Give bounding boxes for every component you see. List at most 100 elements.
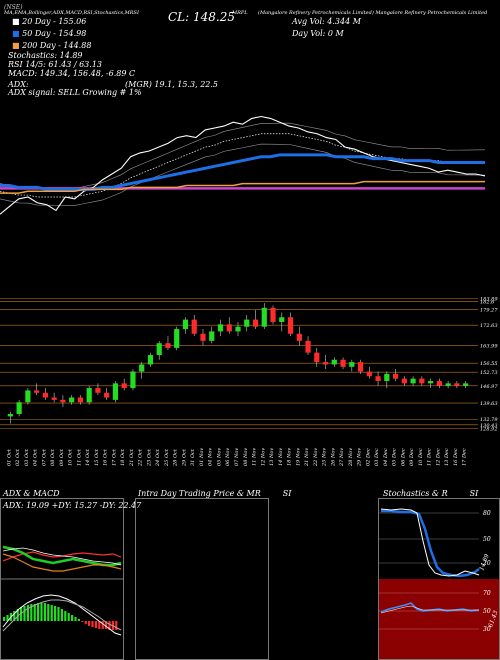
stoch-label: Stochastics: 14.89	[8, 51, 83, 60]
macd-bar	[30, 604, 33, 621]
macd-bar	[54, 606, 57, 621]
price-tick-1: 182.6	[480, 300, 495, 306]
adx-readout: ADX: 19.09 +DY: 15.27 -DY: 22.47	[3, 501, 142, 510]
date-tick-16: 23 Oct	[146, 448, 152, 467]
candle-body	[86, 388, 92, 403]
date-tick-50: 13 Dec	[444, 448, 450, 466]
adx-macd-panel: ADX: 19.09 +DY: 15.27 -DY: 22.47	[0, 498, 141, 660]
macd-label: MACD: 149.34, 156.48, -6.89 C	[8, 69, 136, 78]
price-tick-3: 172.63	[480, 323, 498, 329]
date-tick-19: 28 Oct	[173, 448, 179, 467]
candle-body	[130, 371, 136, 389]
ma20-bullet: ■	[12, 17, 23, 26]
price-tick-11: 128.92	[480, 426, 498, 432]
candle-body	[384, 373, 390, 381]
date-tick-23: 04 Nov	[208, 448, 214, 466]
date-tick-45: 06 Dec	[400, 448, 406, 466]
candle-body	[463, 383, 469, 386]
candle-body	[121, 383, 127, 389]
date-tick-1: 02 Oct	[15, 448, 21, 466]
price-tick-8: 139.63	[480, 401, 498, 407]
adx-label: ADX:	[8, 80, 29, 89]
date-tick-44: 05 Dec	[392, 448, 398, 466]
date-tick-4: 07 Oct	[41, 448, 47, 466]
candle-body	[436, 380, 442, 386]
macd-bar	[26, 605, 29, 621]
ma50-label: ■ 50 Day - 154.98	[12, 29, 87, 38]
rsi-tick-50: 50	[483, 608, 491, 615]
close-price: CL: 148.25	[168, 10, 235, 24]
candle-body	[42, 392, 48, 398]
stoch-d-line	[381, 509, 480, 578]
candle-body	[244, 319, 250, 327]
date-tick-21: 31 Oct	[190, 448, 196, 466]
date-tick-51: 16 Dec	[453, 448, 459, 466]
macd-bar	[60, 609, 63, 621]
candle-body	[357, 362, 364, 372]
macd-bar	[23, 606, 26, 621]
price-tick-4: 163.99	[480, 344, 498, 350]
macd-bar	[37, 603, 40, 621]
price-tick-9: 132.79	[480, 417, 498, 423]
date-tick-7: 10 Oct	[68, 448, 74, 466]
candle-body	[51, 397, 57, 400]
series-20-day	[0, 133, 485, 198]
date-tick-30: 13 Nov	[269, 448, 275, 466]
macd-bar	[84, 621, 87, 624]
candle-body	[139, 364, 145, 372]
candle-body	[331, 359, 337, 365]
stoch-tick-20: 20	[482, 560, 491, 567]
candle-body	[419, 378, 425, 384]
candle-body	[77, 397, 84, 403]
date-tick-48: 11 Dec	[427, 448, 433, 466]
candle-body	[217, 324, 224, 332]
date-tick-15: 22 Oct	[138, 448, 144, 467]
candle-body	[235, 326, 241, 332]
macd-line	[2, 594, 122, 636]
candle-body	[296, 333, 302, 341]
stoch-rsi-panel: 80 50 20 14.89 70 50 30 61.43	[378, 498, 500, 660]
macd-bar	[33, 604, 36, 621]
date-tick-34: 21 Nov	[304, 448, 310, 467]
adx-values: (MGR) 19.1, 15.3, 22.5	[125, 80, 218, 89]
macd-bar	[43, 603, 46, 621]
candle-body	[34, 390, 40, 393]
macd-bar	[105, 621, 108, 629]
date-tick-37: 26 Nov	[330, 448, 336, 467]
price-tick-2: 179.27	[480, 308, 498, 314]
rsi-value: 61.43	[487, 610, 499, 629]
macd-bar	[16, 609, 19, 621]
ma-lines	[0, 115, 486, 215]
ma-chart	[0, 115, 486, 215]
candle-body	[366, 371, 372, 377]
series-price	[0, 115, 486, 215]
date-tick-18: 25 Oct	[164, 448, 170, 467]
macd-bar	[115, 621, 118, 630]
macd-bar	[67, 613, 70, 621]
intraday-panel	[135, 498, 269, 660]
date-tick-25: 06 Nov	[225, 448, 231, 466]
candle-body	[392, 373, 399, 379]
stoch-rsi-plot: 80 50 20 14.89 70 50 30 61.43	[379, 499, 499, 659]
date-tick-5: 08 Oct	[50, 448, 56, 466]
macd-bar	[81, 621, 84, 622]
date-tick-26: 07 Nov	[234, 448, 240, 466]
macd-bar	[6, 615, 9, 621]
candle-body	[428, 380, 434, 384]
date-tick-40: 29 Nov	[357, 448, 363, 467]
candle-body	[182, 319, 189, 330]
date-tick-43: 04 Dec	[383, 448, 389, 466]
rsi-line	[380, 602, 480, 613]
candle-body	[165, 343, 171, 348]
candle-body	[191, 319, 197, 334]
date-ticks: 01 Oct 02 Oct 03 Oct 04 Oct 07 Oct 08 Oct 09 O…	[6, 448, 467, 467]
price-tick-5: 156.55	[480, 361, 498, 367]
date-tick-8: 11 Oct	[76, 448, 82, 466]
candle-body	[69, 397, 75, 403]
macd-bar	[88, 621, 91, 626]
rsi-label: RSI 14/5: 61.43 / 63.13	[8, 60, 102, 69]
macd-bar	[13, 611, 16, 621]
date-tick-3: 04 Oct	[33, 448, 39, 466]
candle-body	[445, 383, 451, 386]
